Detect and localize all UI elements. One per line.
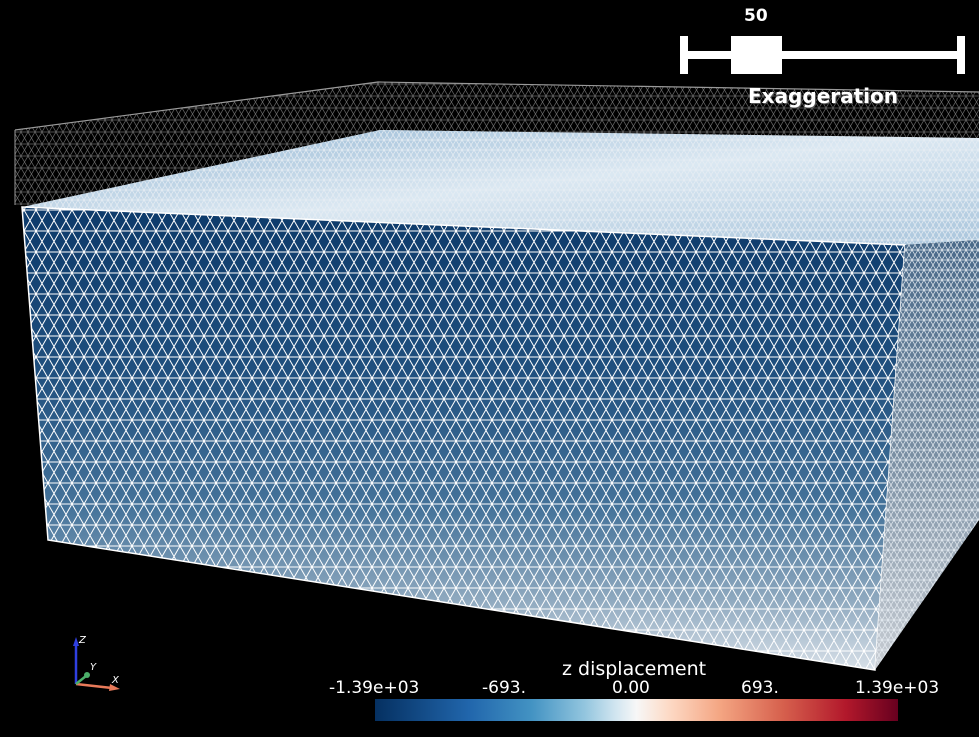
z-axis-arrowhead [73,637,79,646]
scalar-tick-min: -1.39e+03 [329,678,420,698]
exaggeration-slider-track[interactable] [683,51,963,59]
y-axis-arrow [75,675,87,685]
scalar-tick-low: -693. [482,678,526,698]
orientation-axes: Z Y X [73,635,120,691]
scalar-color-bar [375,699,898,721]
slider-max-cap[interactable] [957,36,965,74]
scalar-tick-max: 1.39e+03 [855,678,940,698]
scalar-bar-title: z displacement [562,658,707,680]
x-axis-label: X [111,675,120,686]
y-axis-label: Y [90,662,97,673]
scalar-tick-zero: 0.00 [612,678,650,698]
mesh-top-face [22,130,979,245]
slider-value: 50 [744,6,768,26]
mesh-front-face [21,206,906,671]
x-axis-arrow [75,682,113,690]
z-axis-label: Z [78,635,87,646]
exaggeration-slider-handle[interactable] [731,36,782,74]
y-axis-tip [84,672,90,678]
scalar-tick-high: 693. [741,678,779,698]
slider-label: Exaggeration [748,84,899,108]
slider-min-cap[interactable] [680,36,688,74]
x-axis-arrowhead [109,684,120,691]
mesh-side-face [875,240,979,670]
